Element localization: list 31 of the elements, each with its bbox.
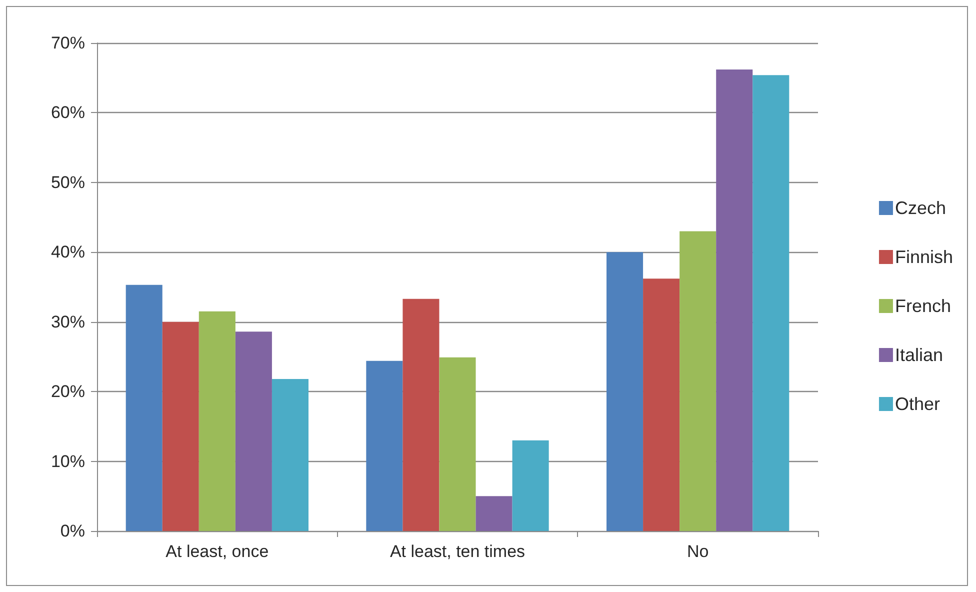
bar — [752, 75, 790, 531]
bar — [235, 332, 272, 531]
y-tick-label: 60% — [50, 103, 85, 122]
bar — [606, 252, 644, 531]
legend-label: Italian — [894, 345, 944, 365]
bar — [126, 284, 162, 531]
bar — [680, 231, 716, 531]
bar — [643, 278, 680, 531]
y-tick-label: 30% — [50, 312, 85, 332]
bar — [272, 379, 308, 531]
bar — [402, 298, 440, 531]
y-tick-label: 40% — [50, 242, 85, 262]
bar — [198, 311, 236, 531]
bar — [476, 496, 512, 531]
bar — [162, 322, 199, 531]
x-tick-label: At least, ten times — [390, 542, 526, 561]
x-tick-label: No — [686, 542, 709, 561]
bar — [366, 360, 403, 531]
bar — [716, 69, 753, 531]
y-tick-label: 20% — [50, 382, 85, 402]
bar — [439, 357, 476, 531]
legend-label: Czech — [894, 198, 946, 218]
y-tick-label: 50% — [50, 172, 85, 192]
legend-label: Other — [894, 394, 940, 414]
y-tick-label: 10% — [50, 452, 85, 471]
legend-label: Finnish — [894, 247, 954, 267]
legend-label: French — [894, 296, 952, 316]
bar — [512, 440, 549, 531]
y-tick-label: 0% — [60, 522, 85, 540]
y-tick-label: 70% — [50, 34, 85, 52]
x-tick-label: At least, once — [166, 542, 269, 561]
